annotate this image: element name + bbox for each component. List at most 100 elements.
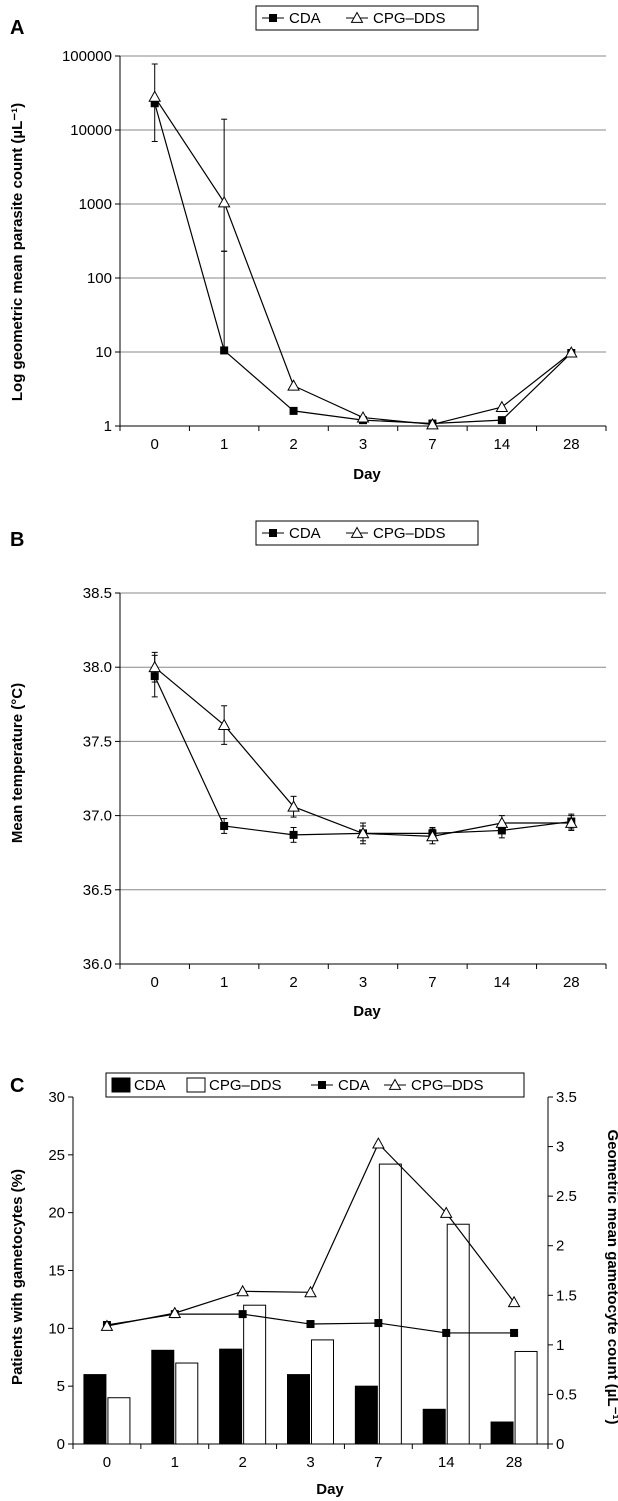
y-tick-label: 15 xyxy=(48,1263,65,1280)
legend-label-0: CDA xyxy=(289,525,321,542)
panel-letter-b: B xyxy=(10,529,24,551)
legend-marker-1 xyxy=(350,526,364,538)
x-tick-label: 7 xyxy=(428,436,436,453)
series-line-1 xyxy=(154,96,572,426)
x-tick-label: 14 xyxy=(438,1454,455,1471)
legend-label-bar-0: CDA xyxy=(134,1077,166,1094)
panel-b: B CDA CPG–DDS 36.0 36.5 37.0 37.5 38.0 38.5 0 1 2… xyxy=(9,520,607,1020)
data-point-0 xyxy=(220,821,229,830)
x-axis-title-c: Day xyxy=(316,1481,344,1498)
y-tick-label: 1000 xyxy=(79,196,112,213)
x-tick-label: 3 xyxy=(306,1454,314,1471)
data-point-1 xyxy=(439,1206,453,1218)
data-point-0 xyxy=(442,1328,451,1337)
bar-1 xyxy=(514,1350,538,1445)
data-point-0 xyxy=(238,1310,247,1319)
plot-b: 36.0 36.5 37.0 37.5 38.0 38.5 0 1 2 3 7 14 28 xyxy=(83,585,607,991)
plot-a: 1 10 100 1000 10000 100000 0 1 2 3 7 14 28 xyxy=(62,48,607,453)
data-point-1 xyxy=(100,1319,114,1331)
y-axis-title-c: Patients with gametocytes (%) xyxy=(9,1169,26,1385)
y-tick-label: 10 xyxy=(48,1320,65,1337)
y-tick-label: 36.0 xyxy=(83,956,112,973)
data-point-1 xyxy=(236,1284,249,1297)
x-tick-label: 2 xyxy=(289,436,297,453)
panel-c: C CDA CPG–DDS CDA CPG–DDS 05101520253000.51… xyxy=(9,1072,618,1498)
data-point-1 xyxy=(217,195,231,208)
panel-letter-c: C xyxy=(10,1075,24,1097)
bar-0 xyxy=(219,1348,243,1445)
data-point-1 xyxy=(372,1137,385,1149)
legend-label-0: CDA xyxy=(289,10,321,27)
y-tick-label: 38.5 xyxy=(83,585,112,602)
y-tick-label: 36.5 xyxy=(83,882,112,899)
x-tick-label: 0 xyxy=(151,436,159,453)
data-point-1 xyxy=(356,411,370,423)
x-tick-label: 2 xyxy=(289,974,297,991)
x-tick-label: 14 xyxy=(494,436,511,453)
y2-tick-label: 2 xyxy=(556,1238,564,1255)
legend-marker-1 xyxy=(350,11,364,23)
legend-label-line-1: CPG–DDS xyxy=(411,1077,484,1094)
y2-tick-label: 1.5 xyxy=(556,1287,577,1304)
x-tick-label: 1 xyxy=(220,436,228,453)
data-point-1 xyxy=(287,800,300,812)
data-point-1 xyxy=(148,660,162,673)
y-tick-label: 10 xyxy=(95,344,112,361)
legend-label-1: CPG–DDS xyxy=(373,525,446,542)
x-tick-label: 14 xyxy=(494,974,511,991)
data-point-0 xyxy=(510,1328,519,1337)
data-point-1 xyxy=(356,826,370,839)
data-point-0 xyxy=(289,830,298,839)
data-point-1 xyxy=(426,417,439,430)
bar-1 xyxy=(311,1339,334,1445)
bar-0 xyxy=(490,1421,514,1445)
bar-1 xyxy=(175,1362,199,1445)
y-tick-label: 0 xyxy=(57,1436,65,1453)
y-tick-label: 30 xyxy=(48,1089,65,1106)
legend-b: CDA CPG–DDS xyxy=(255,520,479,546)
x-tick-label: 28 xyxy=(506,1454,523,1471)
y2-tick-label: 1 xyxy=(556,1337,564,1354)
y-tick-label: 1 xyxy=(104,418,112,435)
data-point-1 xyxy=(495,816,509,828)
data-point-1 xyxy=(507,1295,521,1308)
bar-1 xyxy=(446,1223,470,1445)
data-point-1 xyxy=(148,90,162,102)
data-point-1 xyxy=(287,379,300,391)
x-tick-label: 1 xyxy=(171,1454,179,1471)
bar-0 xyxy=(151,1349,175,1445)
y2-tick-label: 3 xyxy=(556,1139,564,1156)
y-tick-label: 37.0 xyxy=(83,808,112,825)
x-axis-title-a: Day xyxy=(353,466,381,483)
y-tick-label: 100000 xyxy=(62,48,112,65)
y-tick-label: 37.5 xyxy=(83,733,112,750)
y2-tick-label: 2.5 xyxy=(556,1188,577,1205)
y2-tick-label: 0 xyxy=(556,1436,564,1453)
bar-1 xyxy=(107,1397,131,1445)
bar-0 xyxy=(422,1408,446,1445)
y-tick-label: 25 xyxy=(48,1147,65,1164)
x-tick-label: 7 xyxy=(374,1454,382,1471)
x-axis-title-b: Day xyxy=(353,1003,381,1020)
legend-swatch-bar-0 xyxy=(111,1077,131,1093)
y-tick-label: 100 xyxy=(87,270,112,287)
data-point-0 xyxy=(306,1320,315,1329)
legend-marker-0 xyxy=(269,14,277,22)
legend-marker-1 xyxy=(388,1078,402,1090)
data-point-1 xyxy=(304,1285,317,1298)
bar-0 xyxy=(83,1374,107,1445)
y-tick-label: 38.0 xyxy=(83,659,112,676)
y-axis-title-b: Mean temperature (°C) xyxy=(9,683,26,843)
y-tick-label: 5 xyxy=(57,1378,65,1395)
legend-a: CDA CPG–DDS xyxy=(255,5,479,31)
legend-marker-0 xyxy=(318,1081,326,1089)
plot-c: 0 5 10 15 20 25 30 0 0.5 1 1.5 2 2.5 3 3.5 0 1 2 3 7 14 28 xyxy=(48,1089,577,1471)
data-point-1 xyxy=(564,816,578,828)
data-point-0 xyxy=(220,346,229,355)
legend-swatch-bar-1 xyxy=(186,1077,206,1093)
legend-label-line-0: CDA xyxy=(338,1077,370,1094)
data-point-0 xyxy=(150,99,159,108)
bar-0 xyxy=(354,1385,378,1445)
